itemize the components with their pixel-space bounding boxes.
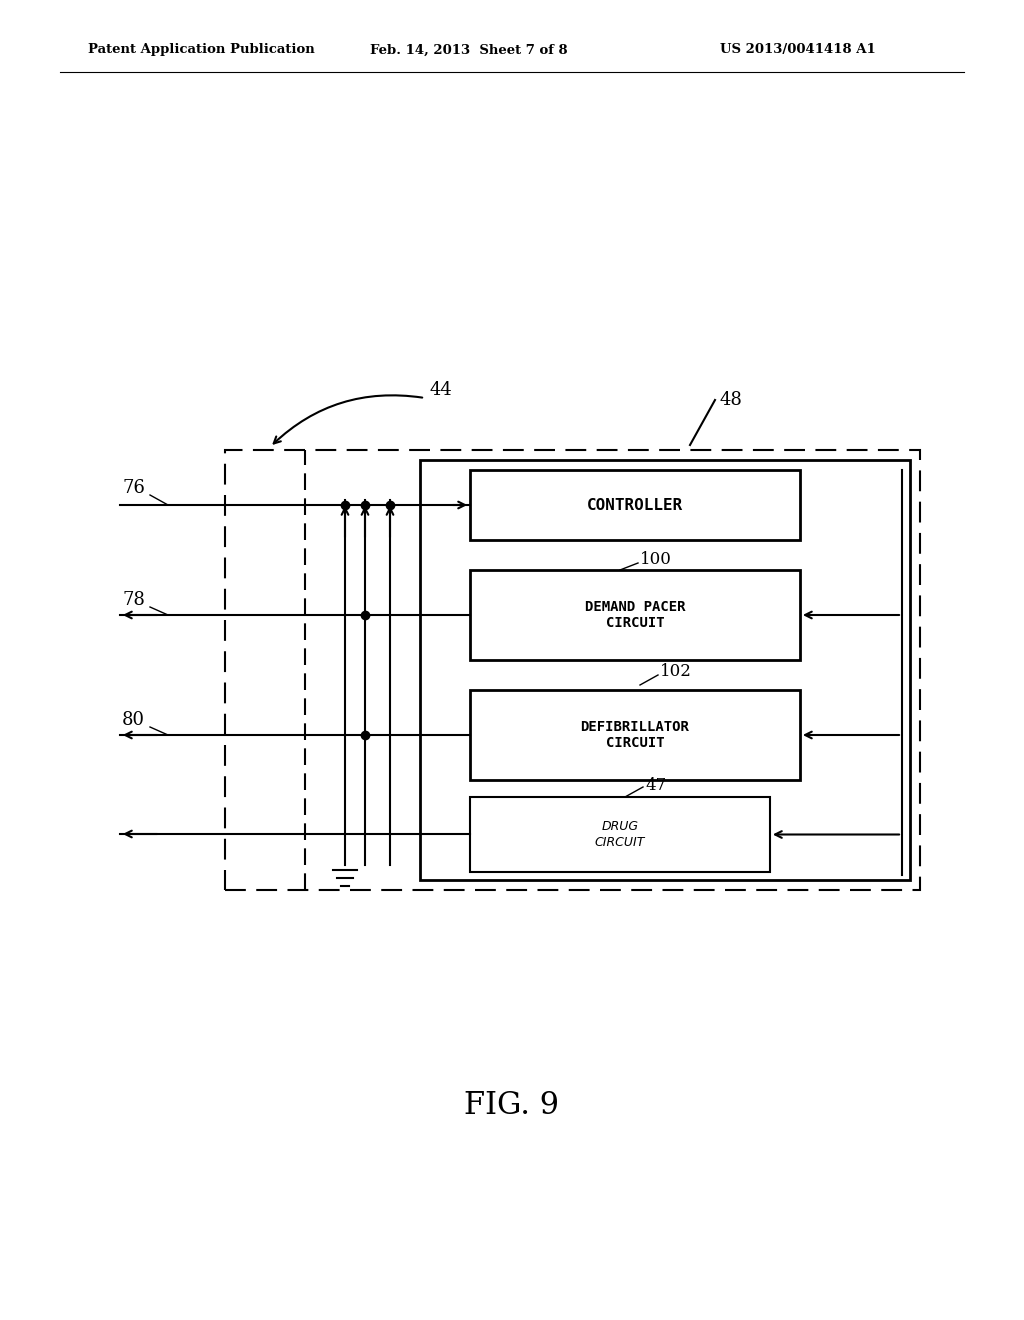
Text: Patent Application Publication: Patent Application Publication [88,44,314,57]
Text: 48: 48 [720,391,742,409]
Text: 78: 78 [122,591,145,609]
Text: CONTROLLER: CONTROLLER [587,498,683,512]
Bar [470,690,800,780]
Text: DRUG
CIRCUIT: DRUG CIRCUIT [595,821,645,849]
Text: 76: 76 [122,479,145,498]
Text: 47: 47 [645,776,667,793]
Bar [470,570,800,660]
Text: DEFIBRILLATOR
CIRCUIT: DEFIBRILLATOR CIRCUIT [581,719,689,750]
Bar [470,797,770,873]
Text: US 2013/0041418 A1: US 2013/0041418 A1 [720,44,876,57]
Bar [420,459,910,880]
Bar [225,450,920,890]
Text: 100: 100 [640,552,672,569]
Bar [470,470,800,540]
Text: 102: 102 [660,664,692,681]
Text: FIG. 9: FIG. 9 [465,1089,559,1121]
Text: 44: 44 [430,381,453,399]
Text: Feb. 14, 2013  Sheet 7 of 8: Feb. 14, 2013 Sheet 7 of 8 [370,44,567,57]
Text: 80: 80 [122,711,145,729]
Text: DEMAND PACER
CIRCUIT: DEMAND PACER CIRCUIT [585,599,685,630]
